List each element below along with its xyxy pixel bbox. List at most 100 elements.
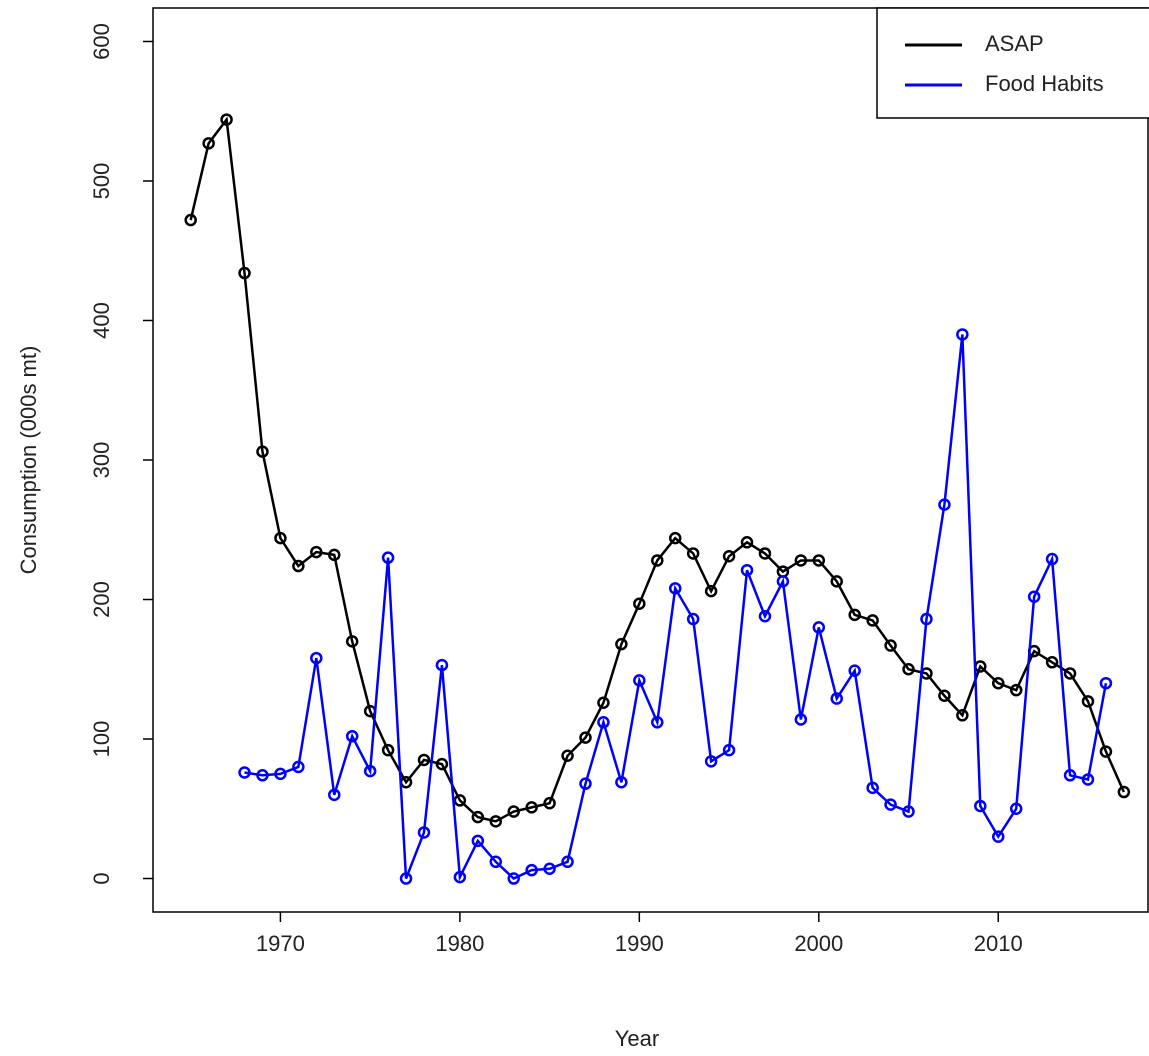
point <box>507 805 520 818</box>
point <box>1117 785 1131 799</box>
point <box>1009 683 1023 697</box>
point <box>884 639 897 652</box>
point <box>776 575 790 588</box>
plot-box <box>152 7 1149 913</box>
point <box>686 547 700 560</box>
point <box>740 563 754 577</box>
point <box>633 597 646 610</box>
point <box>722 743 736 757</box>
point <box>704 755 718 768</box>
point <box>543 796 556 810</box>
point <box>597 696 610 709</box>
point <box>1099 676 1113 690</box>
point <box>992 676 1005 690</box>
point <box>507 872 520 885</box>
point <box>668 582 682 595</box>
series-line <box>244 334 1108 882</box>
point <box>274 531 287 545</box>
point <box>579 777 592 790</box>
point <box>1045 656 1059 669</box>
point <box>310 545 323 559</box>
point <box>794 554 808 567</box>
y-tick-label: 600 <box>89 23 114 60</box>
y-tick-label: 100 <box>89 721 114 758</box>
point <box>381 551 395 564</box>
point <box>1063 769 1077 782</box>
point <box>1099 745 1113 758</box>
point <box>902 805 915 818</box>
point <box>920 612 933 626</box>
point <box>435 757 449 771</box>
point <box>184 213 197 227</box>
point <box>1063 667 1077 680</box>
point <box>489 815 503 828</box>
point <box>381 743 395 757</box>
point <box>651 716 664 729</box>
point <box>525 801 538 814</box>
series-line <box>189 116 1126 823</box>
point <box>579 731 592 744</box>
point <box>848 664 861 677</box>
point <box>256 445 269 458</box>
point <box>615 637 628 651</box>
point <box>363 764 377 778</box>
x-tick-label: 1980 <box>435 931 484 956</box>
x-tick-label: 2010 <box>974 931 1023 956</box>
point <box>453 794 467 807</box>
point <box>956 709 969 722</box>
point <box>453 870 467 884</box>
point <box>902 663 915 676</box>
point <box>292 559 305 573</box>
point <box>543 862 556 876</box>
point <box>812 621 826 634</box>
y-tick-label: 300 <box>89 442 114 479</box>
point <box>292 760 305 774</box>
point <box>597 716 610 729</box>
point <box>489 855 503 869</box>
point <box>310 651 323 665</box>
point <box>651 554 664 567</box>
point <box>704 584 718 598</box>
y-tick-label: 500 <box>89 163 114 200</box>
y-tick-label: 0 <box>89 872 114 884</box>
point <box>256 769 269 782</box>
legend-label: ASAP <box>985 31 1044 56</box>
point <box>561 749 574 763</box>
point <box>417 826 431 839</box>
point <box>668 531 682 545</box>
point <box>1081 773 1095 786</box>
point <box>686 612 700 626</box>
point <box>525 863 538 877</box>
point <box>974 799 987 813</box>
point <box>866 614 879 627</box>
point <box>830 575 843 588</box>
point <box>848 608 861 622</box>
point <box>794 713 808 726</box>
point <box>633 674 646 687</box>
point <box>830 692 843 705</box>
point <box>615 776 628 789</box>
point <box>1027 590 1041 603</box>
y-axis-label: Consumption (000s mt) <box>16 346 41 575</box>
point <box>274 767 287 781</box>
point <box>238 266 251 280</box>
y-tick-label: 200 <box>89 581 114 618</box>
point <box>417 753 431 767</box>
point <box>938 689 951 703</box>
x-tick-label: 1990 <box>615 931 664 956</box>
point <box>345 635 359 648</box>
point <box>992 830 1005 843</box>
point <box>1045 552 1059 566</box>
point <box>220 113 233 126</box>
x-tick-label: 2000 <box>794 931 843 956</box>
point <box>399 872 413 885</box>
point <box>471 810 485 824</box>
point <box>328 788 341 802</box>
x-tick-label: 1970 <box>256 931 305 956</box>
point <box>561 855 574 869</box>
point <box>740 536 754 549</box>
point <box>345 729 359 743</box>
point <box>722 550 736 563</box>
point <box>866 781 879 795</box>
